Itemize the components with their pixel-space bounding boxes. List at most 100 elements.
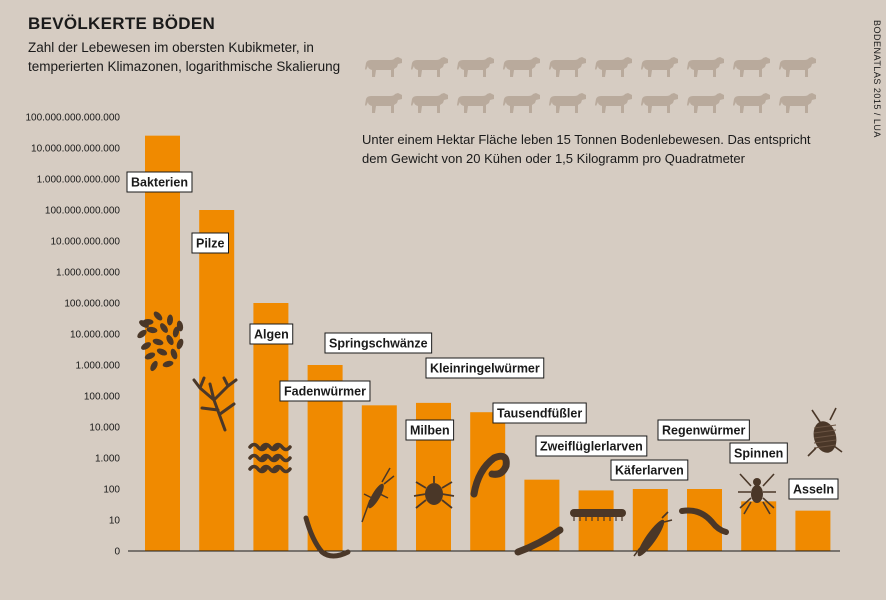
y-tick-label: 10.000.000 [70, 330, 120, 341]
critter-icons [137, 311, 843, 559]
bacterium [150, 360, 158, 372]
category-label: Bakterien [126, 171, 193, 193]
bacterium [166, 334, 174, 346]
y-axis: 0 10 100 1.000 10.000 100.000 1.000.000 10.000.… [25, 113, 120, 558]
bacterium [162, 360, 174, 368]
category-label: Kleinringelwürmer [425, 357, 545, 379]
mite-icon [413, 476, 455, 509]
y-tick-label: 100.000.000 [64, 299, 120, 310]
y-tick-label: 1.000.000 [76, 361, 121, 372]
cow-icon [687, 57, 724, 77]
y-tick-label: 10.000.000.000 [50, 237, 120, 248]
bar-10 [687, 489, 722, 551]
bar-8 [578, 490, 614, 551]
bars [145, 135, 831, 551]
category-label-text: Regenwürmer [662, 424, 745, 438]
category-label: Fadenwürmer [279, 380, 371, 402]
cow-icon [641, 93, 678, 113]
cow-icon [549, 57, 586, 77]
category-label-text: Algen [254, 328, 289, 342]
y-tick-label: 100.000.000.000.000 [25, 113, 120, 124]
cow-icon [595, 57, 632, 77]
y-tick-label: 1.000.000.000 [56, 268, 120, 279]
cow-herd [365, 57, 816, 113]
category-label-text: Milben [410, 424, 450, 438]
subtitle: Zahl der Lebewesen im obersten Kubikmete… [28, 40, 341, 74]
bacterium [176, 320, 184, 332]
category-label-text: Bakterien [131, 176, 188, 190]
bacterium [176, 338, 184, 350]
earthworm-icon [679, 507, 729, 535]
category-label-box [279, 380, 371, 402]
algae-icon [248, 442, 292, 474]
category-label-text: Spinnen [734, 447, 783, 461]
category-label-box [425, 357, 545, 379]
enchytraeid-icon [470, 452, 510, 498]
spider-icon [738, 473, 776, 515]
category-label: Spinnen [729, 442, 788, 464]
category-label-text: Tausendfüßler [497, 407, 582, 421]
y-tick-label: 1.000.000.000.000 [37, 175, 121, 186]
millipede-icon [570, 509, 626, 521]
bacterium [172, 326, 180, 338]
category-label-text: Asseln [793, 483, 834, 497]
category-label-text: Käferlarven [615, 464, 684, 478]
category-label: Käferlarven [610, 459, 689, 481]
bacterium [160, 323, 168, 333]
cow-icon [457, 57, 494, 77]
category-label-box [535, 435, 648, 457]
category-label-text: Kleinringelwürmer [430, 362, 540, 376]
y-tick-label: 10.000.000.000.000 [31, 144, 120, 155]
beetle-larva-icon [633, 511, 673, 557]
cow-icon [503, 93, 540, 113]
category-label: Pilze [191, 232, 229, 254]
category-label-text: Zweiflüglerlarven [540, 440, 643, 454]
bacterium [170, 348, 178, 360]
y-tick-label: 10 [109, 516, 121, 527]
category-label: Algen [249, 323, 294, 345]
cow-icon [595, 93, 632, 113]
category-label-box [492, 402, 587, 424]
category-label: Tausendfüßler [492, 402, 587, 424]
cow-icon [365, 57, 402, 77]
fly-larva-icon [514, 526, 564, 556]
bacterium [144, 352, 156, 360]
y-tick-label: 100 [103, 485, 120, 496]
bacterium [152, 338, 164, 346]
y-tick-label: 100.000.000.000 [45, 206, 121, 217]
category-label-text: Pilze [196, 237, 225, 251]
fungus-icon [192, 376, 238, 432]
y-tick-label: 1.000 [95, 454, 120, 465]
category-label: Asseln [788, 478, 839, 500]
cow-icon [779, 93, 816, 113]
cow-icon [411, 57, 448, 77]
y-tick-label: 100.000 [84, 392, 121, 403]
cow-icon [365, 93, 402, 113]
cow-icon [687, 93, 724, 113]
bacterium [146, 326, 158, 334]
page-title: BEVÖLKERTE BÖDEN [28, 14, 216, 33]
bacterium [166, 314, 174, 326]
category-label: Zweiflüglerlarven [535, 435, 648, 457]
bacterium [139, 320, 149, 328]
category-label-text: Springschwänze [329, 337, 428, 351]
nematode-icon [303, 515, 351, 559]
cow-icon [411, 93, 448, 113]
category-label: Springschwänze [324, 332, 433, 354]
cow-icon [733, 57, 770, 77]
springtail-icon [361, 467, 395, 523]
annotation-note: Unter einem Hektar Fläche leben 15 Tonne… [362, 132, 811, 166]
bacterium [156, 348, 168, 356]
bacterium [141, 342, 151, 350]
y-tick-label: 0 [114, 547, 120, 558]
category-label-box [126, 171, 193, 193]
cow-icon [503, 57, 540, 77]
category-label: Milben [405, 419, 455, 441]
category-labels: Bakterien Pilze Algen SpringschwänzeKleinri… [126, 171, 839, 500]
category-label-text: Fadenwürmer [284, 385, 366, 399]
category-label-box [729, 442, 788, 464]
cow-icon [779, 57, 816, 77]
category-label-box [610, 459, 689, 481]
category-label-box [788, 478, 839, 500]
